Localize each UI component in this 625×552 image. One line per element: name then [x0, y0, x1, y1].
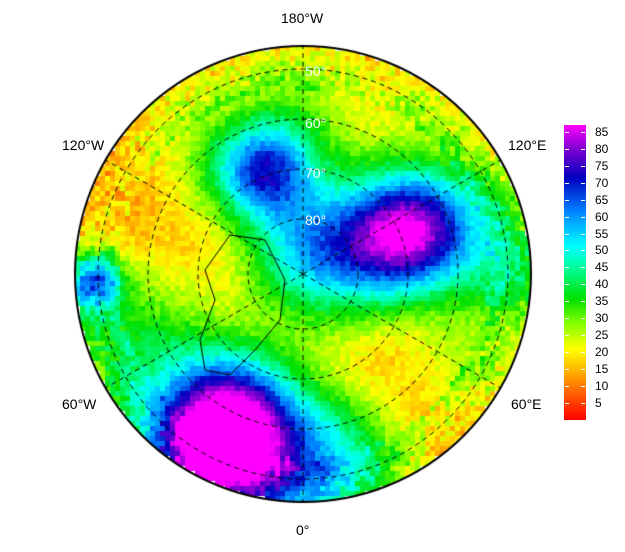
colorbar-tick	[564, 284, 586, 286]
colorbar-tick	[564, 352, 586, 354]
colorbar-label: 20	[595, 345, 609, 360]
colorbar-tick	[564, 131, 586, 133]
colorbar-tick	[564, 250, 586, 252]
colorbar-label: 55	[595, 226, 609, 241]
colorbar-label: 65	[595, 192, 609, 207]
lat-label-70: 70°	[305, 165, 327, 181]
lat-label-80: 80°	[305, 212, 327, 228]
colorbar-tick	[564, 216, 586, 218]
colorbar-label: 5	[595, 396, 602, 411]
colorbar-tick	[564, 369, 586, 371]
lon-label-120e: 120°E	[508, 137, 547, 153]
colorbar-tick	[564, 165, 586, 167]
colorbar-label: 45	[595, 260, 609, 275]
lon-label-120w: 120°W	[62, 137, 105, 153]
lon-label-60e: 60°E	[511, 396, 542, 412]
lon-label-180w: 180°W	[281, 10, 324, 26]
colorbar-tick	[564, 233, 586, 235]
lat-label-60: 60°	[305, 115, 327, 131]
colorbar-tick	[564, 199, 586, 201]
colorbar-tick	[564, 182, 586, 184]
colorbar-tick	[564, 301, 586, 303]
colorbar-label: 25	[595, 328, 609, 343]
colorbar-tick	[564, 403, 586, 405]
lon-label-0: 0°	[296, 522, 310, 538]
colorbar-label: 35	[595, 294, 609, 309]
colorbar-label: 85	[595, 124, 609, 139]
colorbar-label: 10	[595, 379, 609, 394]
colorbar-tick	[564, 267, 586, 269]
colorbar-tick	[564, 148, 586, 150]
colorbar-tick	[564, 386, 586, 388]
colorbar-label: 40	[595, 277, 609, 292]
colorbar-label: 70	[595, 175, 609, 190]
colorbar-tick	[564, 318, 586, 320]
colorbar	[564, 125, 586, 420]
colorbar-label: 60	[595, 209, 609, 224]
lat-label-50: 50°	[305, 63, 327, 79]
colorbar-label: 15	[595, 362, 609, 377]
colorbar-label: 30	[595, 311, 609, 326]
colorbar-label: 80	[595, 141, 609, 156]
colorbar-label: 50	[595, 243, 609, 258]
colorbar-tick	[564, 335, 586, 337]
lon-label-60w: 60°W	[62, 396, 97, 412]
colorbar-label: 75	[595, 158, 609, 173]
